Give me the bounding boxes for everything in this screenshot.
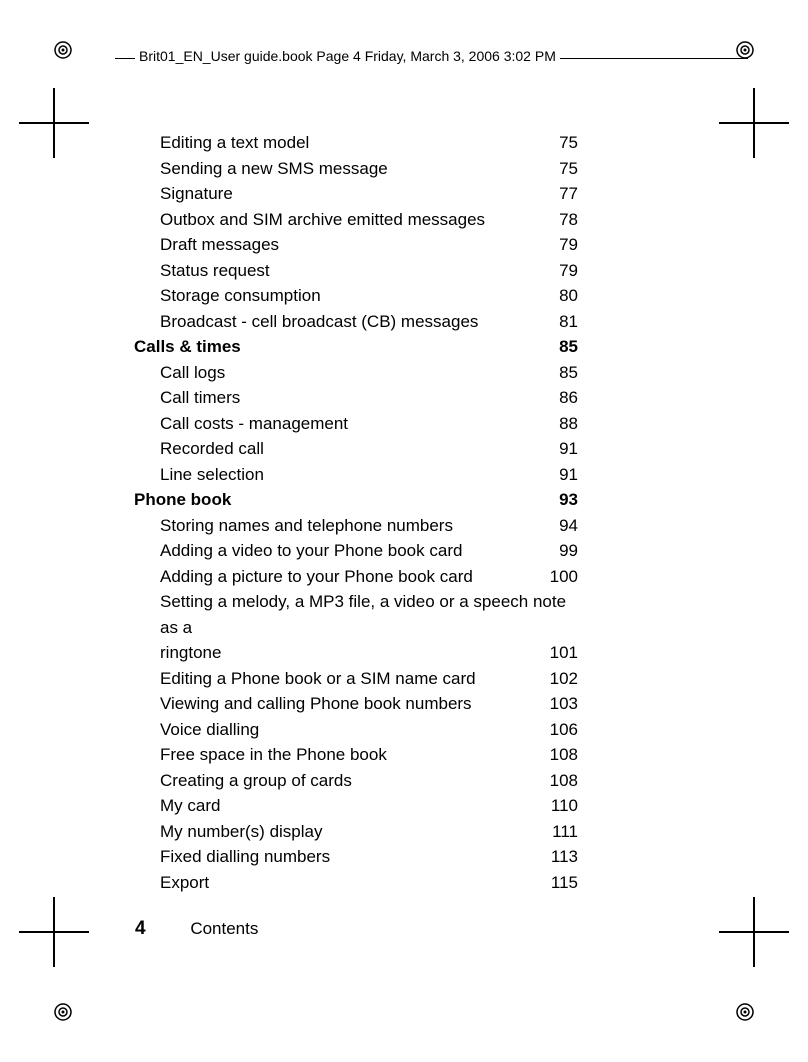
toc-label: Recorded call — [160, 436, 264, 462]
header-text: Brit01_EN_User guide.book Page 4 Friday,… — [135, 48, 560, 64]
toc-label: Outbox and SIM archive emitted messages — [160, 207, 485, 233]
toc-page: 102 — [548, 666, 578, 692]
registration-mark-icon — [53, 1002, 73, 1022]
crop-mark-icon — [19, 897, 89, 967]
toc-label: Storage consumption — [160, 283, 321, 309]
toc-page: 110 — [549, 793, 578, 819]
toc-page: 79 — [557, 258, 578, 284]
toc-label: Call timers — [160, 385, 240, 411]
toc-heading: Phone book 93 — [134, 487, 578, 513]
crop-mark-icon — [719, 88, 789, 158]
registration-mark-icon — [53, 40, 73, 60]
toc-label: Voice dialling — [160, 717, 259, 743]
toc-entry: Status request 79 — [160, 258, 578, 284]
toc-entry: Draft messages 79 — [160, 232, 578, 258]
toc-page: 88 — [557, 411, 578, 437]
toc-entry: Sending a new SMS message 75 — [160, 156, 578, 182]
toc-label: Setting a melody, a MP3 file, a video or… — [160, 592, 566, 637]
toc-page: 108 — [548, 742, 578, 768]
toc-label: My number(s) display — [160, 819, 323, 845]
toc-page: 115 — [549, 870, 578, 896]
toc-entry: Export 115 — [160, 870, 578, 896]
toc-label: Editing a Phone book or a SIM name card — [160, 666, 476, 692]
toc-page: 99 — [557, 538, 578, 564]
toc-entry: Outbox and SIM archive emitted messages 7… — [160, 207, 578, 233]
toc-entry: Voice dialling 106 — [160, 717, 578, 743]
toc-entry: Adding a picture to your Phone book card… — [160, 564, 578, 590]
toc-page: 93 — [557, 487, 578, 513]
toc-entry: Editing a Phone book or a SIM name card 1… — [160, 666, 578, 692]
toc-page: 80 — [557, 283, 578, 309]
toc-label: Viewing and calling Phone book numbers — [160, 691, 472, 717]
toc-entry: Call timers 86 — [160, 385, 578, 411]
toc-label: Export — [160, 870, 209, 896]
toc-label: Adding a video to your Phone book card — [160, 538, 462, 564]
toc-entry: Line selection 91 — [160, 462, 578, 488]
toc-page: 75 — [557, 130, 578, 156]
toc-label: Broadcast - cell broadcast (CB) messages — [160, 309, 478, 335]
toc-entry: Recorded call 91 — [160, 436, 578, 462]
toc-label: Sending a new SMS message — [160, 156, 388, 182]
table-of-contents: Editing a text model75Sending a new SMS … — [160, 130, 578, 895]
toc-entry: Editing a text model 75 — [160, 130, 578, 156]
toc-label: ringtone — [160, 640, 221, 666]
toc-label: Adding a picture to your Phone book card — [160, 564, 473, 590]
toc-page: 91 — [557, 436, 578, 462]
toc-page: 91 — [557, 462, 578, 488]
toc-entry: Fixed dialling numbers 113 — [160, 844, 578, 870]
toc-page: 108 — [548, 768, 578, 794]
toc-label: My card — [160, 793, 220, 819]
toc-entry: My number(s) display 111 — [160, 819, 578, 845]
toc-page: 103 — [548, 691, 578, 717]
crop-mark-icon — [19, 88, 89, 158]
registration-mark-icon — [735, 40, 755, 60]
toc-entry: Storage consumption 80 — [160, 283, 578, 309]
toc-page: 78 — [557, 207, 578, 233]
toc-label: Call logs — [160, 360, 225, 386]
toc-entry: Creating a group of cards 108 — [160, 768, 578, 794]
registration-mark-icon — [735, 1002, 755, 1022]
toc-entry: Free space in the Phone book 108 — [160, 742, 578, 768]
toc-entry: Setting a melody, a MP3 file, a video or… — [160, 589, 578, 666]
crop-mark-icon — [719, 897, 789, 967]
toc-entry: Viewing and calling Phone book numbers 10… — [160, 691, 578, 717]
toc-label: Editing a text model — [160, 130, 309, 156]
footer: 4 Contents — [135, 918, 258, 940]
toc-page: 79 — [557, 232, 578, 258]
toc-entry: Adding a video to your Phone book card 99 — [160, 538, 578, 564]
toc-page: 100 — [548, 564, 578, 590]
toc-entry: Signature 77 — [160, 181, 578, 207]
toc-entry: Broadcast - cell broadcast (CB) messages… — [160, 309, 578, 335]
toc-label: Fixed dialling numbers — [160, 844, 330, 870]
page: Brit01_EN_User guide.book Page 4 Friday,… — [0, 0, 808, 1062]
toc-label: Storing names and telephone numbers — [160, 513, 453, 539]
toc-page: 94 — [557, 513, 578, 539]
toc-page: 85 — [557, 360, 578, 386]
toc-label: Signature — [160, 181, 233, 207]
toc-heading: Calls & times 85 — [134, 334, 578, 360]
toc-page: 113 — [549, 844, 578, 870]
toc-page: 101 — [548, 640, 578, 666]
toc-page: 106 — [548, 717, 578, 743]
toc-label: Line selection — [160, 462, 264, 488]
toc-label: Creating a group of cards — [160, 768, 352, 794]
toc-label: Status request — [160, 258, 270, 284]
toc-page: 86 — [557, 385, 578, 411]
toc-page: 85 — [557, 334, 578, 360]
toc-page: 77 — [557, 181, 578, 207]
toc-label: Draft messages — [160, 232, 279, 258]
footer-label: Contents — [190, 919, 258, 938]
page-number: 4 — [135, 918, 146, 939]
toc-entry: Call logs 85 — [160, 360, 578, 386]
toc-page: 111 — [550, 819, 578, 845]
toc-label: Calls & times — [134, 334, 241, 360]
toc-page: 75 — [557, 156, 578, 182]
toc-entry: My card 110 — [160, 793, 578, 819]
toc-label: Free space in the Phone book — [160, 742, 387, 768]
toc-label: Call costs - management — [160, 411, 348, 437]
toc-page: 81 — [557, 309, 578, 335]
toc-entry: Storing names and telephone numbers 94 — [160, 513, 578, 539]
toc-label: Phone book — [134, 487, 231, 513]
toc-entry: Call costs - management 88 — [160, 411, 578, 437]
